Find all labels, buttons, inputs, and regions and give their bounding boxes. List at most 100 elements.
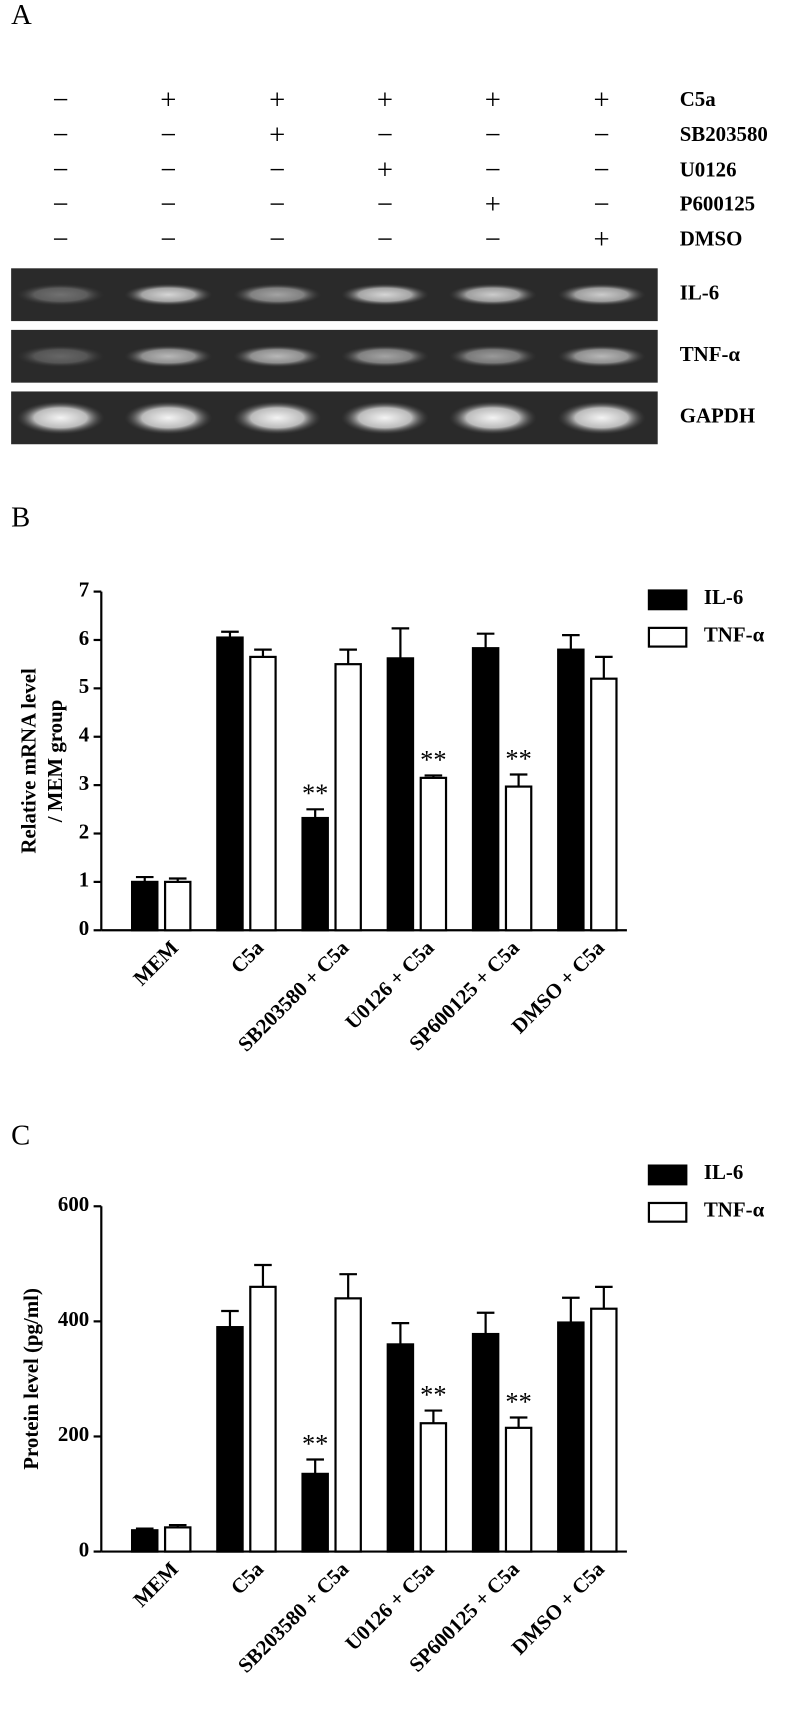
y-tick-label: 600 [58,1192,89,1216]
band [233,345,322,368]
sign: − [594,155,610,186]
x-tick-label: MEM [128,935,183,990]
band [341,345,429,368]
y-tick-label: 200 [58,1422,89,1446]
sign: + [485,189,501,220]
y-tick-label: 3 [79,771,89,795]
gel [11,268,658,322]
y-tick-label: 4 [79,723,90,747]
treatment-label: DMSO [680,227,743,251]
sign: − [160,189,176,220]
x-tick-label: MEM [128,1557,183,1612]
y-tick-label: 0 [79,916,89,940]
legend-label: IL-6 [704,585,743,609]
sign: − [269,189,285,220]
sign: − [377,224,393,255]
y-tick-label: 5 [79,674,89,698]
band [16,345,105,368]
bar [419,776,448,932]
sign: + [485,85,501,116]
sign: − [160,120,176,151]
bar [471,1332,500,1553]
bar [590,1307,618,1553]
bar [386,1343,415,1553]
bar [334,1297,362,1553]
y-axis-label: / MEM group [43,700,67,824]
annotation: ** [302,778,328,808]
sign: − [594,189,610,220]
sign: − [485,120,501,151]
panel-label: C [11,1121,30,1152]
sign: − [269,224,285,255]
y-axis-label: Relative mRNA level [17,668,41,854]
treatment-label: C5a [680,87,717,111]
bar [130,1529,159,1553]
sign: − [485,155,501,186]
x-tick-label: DMSO + C5a [507,935,610,1038]
y-tick-label: 400 [58,1307,89,1331]
bar [216,636,244,932]
panel-label: A [11,0,32,31]
sign: − [53,189,69,220]
bar [504,1426,533,1553]
gel-label: TNF-α [680,342,741,366]
sign: − [377,120,393,151]
sign: − [377,189,393,220]
gel-label: IL-6 [680,280,719,304]
gel [11,329,658,383]
annotation: ** [302,1428,328,1458]
annotation: ** [420,1379,446,1409]
bar [163,1526,192,1553]
x-tick-label: C5a [226,935,269,978]
legend-swatch [647,626,688,648]
band [557,283,646,306]
legend-swatch [647,1164,688,1186]
bar [249,1285,277,1553]
treatment-label: P600125 [680,191,755,215]
sign: − [160,155,176,186]
sign: + [594,85,610,116]
sign: − [160,224,176,255]
bar [557,648,585,932]
bar [334,663,362,932]
x-tick-label: C5a [226,1557,269,1600]
band [233,401,322,435]
band [341,283,429,306]
band [557,345,646,368]
band [448,283,537,306]
annotation: ** [505,743,531,773]
legend-swatch [647,589,688,611]
band [124,401,213,435]
treatment-label: U0126 [680,157,737,181]
y-tick-label: 2 [79,819,89,843]
band [341,401,429,435]
y-axis-label: Protein level (pg/ml) [19,1288,43,1470]
annotation: ** [505,1386,531,1416]
bar [163,880,192,932]
y-tick-label: 1 [79,868,89,892]
sign: − [53,224,69,255]
bar [471,647,500,932]
sign: − [485,224,501,255]
sign: − [53,85,69,116]
bar [301,1472,329,1553]
bar [216,1326,244,1553]
bar [419,1422,448,1553]
band [233,283,322,306]
treatment-label: SB203580 [680,122,768,146]
legend-label: IL-6 [704,1160,743,1184]
legend-label: TNF-α [704,622,765,646]
gel [11,391,658,445]
band [448,345,537,368]
sign: − [53,155,69,186]
sign: − [53,120,69,151]
sign: + [269,120,285,151]
band [16,283,105,306]
x-tick-label: DMSO + C5a [507,1557,610,1660]
bar [590,677,618,932]
sign: + [269,85,285,116]
bar [249,655,277,932]
bar [504,785,533,932]
